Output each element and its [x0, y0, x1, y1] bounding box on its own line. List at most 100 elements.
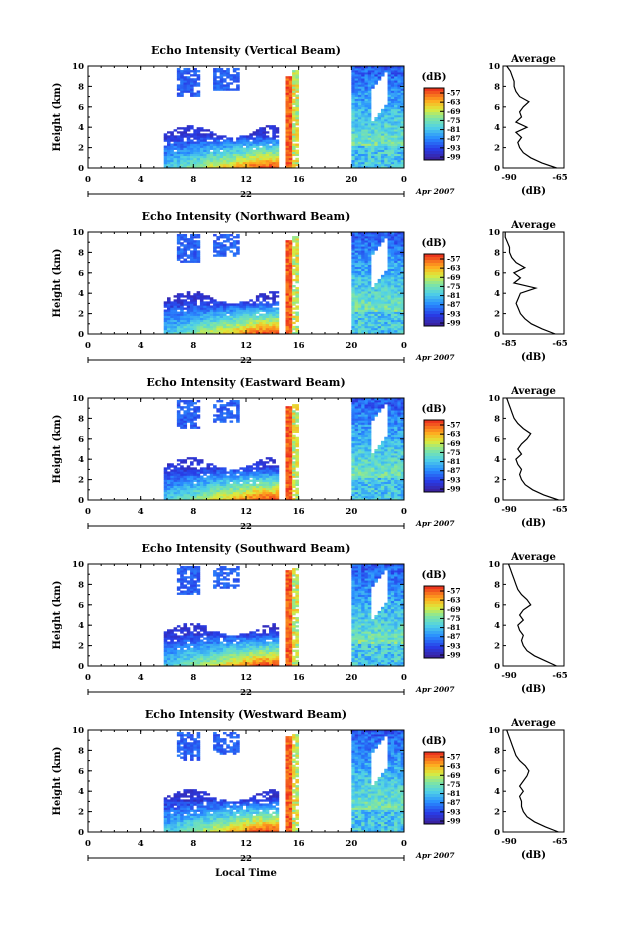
- heatmap-cell: [229, 491, 234, 495]
- heatmap-cell: [295, 266, 299, 270]
- heatmap-cell: [285, 137, 290, 140]
- heatmap-cell: [285, 483, 290, 487]
- heatmap-cell: [387, 489, 392, 493]
- heatmap-cell: [288, 102, 293, 106]
- heatmap-cell: [259, 315, 263, 318]
- heatmap-cell: [183, 491, 188, 495]
- heatmap-cell: [351, 234, 355, 237]
- heatmap-cell: [213, 159, 217, 163]
- heatmap-cell: [249, 327, 253, 331]
- heatmap-cell: [390, 234, 395, 237]
- heatmap-cell: [390, 151, 395, 155]
- heatmap-cell: [203, 497, 207, 501]
- heatmap-cell: [371, 287, 375, 290]
- heatmap-cell: [203, 309, 207, 312]
- heatmap-cell: [186, 260, 191, 263]
- heatmap-cell: [216, 155, 220, 159]
- heatmap-cell: [255, 477, 260, 480]
- heatmap-cell: [387, 278, 392, 282]
- heatmap-cell: [176, 483, 181, 487]
- heatmap-cell: [364, 141, 369, 144]
- heatmap-cell: [173, 145, 178, 148]
- heatmap-cell: [357, 108, 362, 112]
- heatmap-cell: [219, 72, 224, 75]
- heatmap-cell: [193, 147, 197, 150]
- heatmap-cell: [226, 153, 230, 157]
- heatmap-cell: [203, 313, 207, 316]
- heatmap-cell: [351, 141, 355, 144]
- heatmap-cell: [364, 473, 369, 476]
- heatmap-cell: [183, 258, 188, 261]
- heatmap-cell: [354, 112, 359, 116]
- heatmap-cell: [239, 155, 244, 159]
- heatmap-cell: [206, 129, 211, 132]
- heatmap-cell: [186, 321, 191, 325]
- heatmap-cell: [196, 469, 201, 472]
- heatmap-cell: [295, 461, 299, 464]
- heatmap-cell: [180, 422, 184, 425]
- heatmap-cell: [288, 289, 293, 292]
- heatmap-cell: [361, 319, 365, 323]
- heatmap-cell: [242, 137, 247, 140]
- heatmap-cell: [265, 315, 270, 318]
- heatmap-cell: [361, 400, 365, 403]
- heatmap-cell: [387, 96, 392, 99]
- heatmap-cell: [288, 272, 293, 276]
- heatmap-cell: [186, 412, 191, 415]
- heatmap-cell: [222, 301, 227, 304]
- heatmap-cell: [226, 305, 230, 308]
- heatmap-cell: [259, 127, 263, 130]
- heatmap-cell: [374, 305, 378, 308]
- heatmap-cell: [400, 147, 405, 150]
- heatmap-cell: [222, 153, 227, 157]
- heatmap-cell: [236, 410, 240, 413]
- heatmap-cell: [190, 412, 194, 415]
- heatmap-cell: [183, 127, 188, 130]
- heatmap-cell: [262, 313, 267, 316]
- heatmap-cell: [400, 141, 405, 144]
- heatmap-cell: [377, 238, 382, 241]
- heatmap-cell: [285, 264, 290, 267]
- heatmap-cell: [380, 305, 385, 308]
- heatmap-cell: [351, 432, 355, 436]
- heatmap-cell: [295, 272, 299, 276]
- heatmap-cell: [249, 311, 253, 314]
- heatmap-cell: [203, 329, 207, 333]
- heatmap-cell: [387, 133, 392, 136]
- heatmap-cell: [371, 165, 375, 169]
- heatmap-cell: [176, 161, 181, 165]
- heatmap-cell: [354, 242, 359, 245]
- heatmap-cell: [377, 483, 382, 487]
- heatmap-cell: [252, 489, 257, 493]
- y-tick-label: 6: [78, 269, 84, 279]
- heatmap-cell: [374, 72, 378, 75]
- heatmap-cell: [394, 272, 398, 276]
- heatmap-cell: [387, 491, 392, 495]
- heatmap-cell: [285, 157, 290, 161]
- heatmap-cell: [209, 133, 214, 136]
- heatmap-cell: [357, 307, 362, 310]
- heatmap-cell: [190, 238, 194, 241]
- heatmap-cell: [216, 250, 220, 253]
- heatmap-cell: [374, 153, 378, 157]
- heatmap-cell: [371, 497, 375, 501]
- heatmap-cell: [213, 143, 217, 146]
- heatmap-cell: [397, 163, 402, 167]
- heatmap-cell: [176, 78, 181, 81]
- heatmap-cell: [226, 143, 230, 146]
- heatmap-cell: [180, 242, 184, 245]
- heatmap-cell: [219, 400, 224, 403]
- heatmap-cell: [384, 438, 388, 442]
- heatmap-cell: [367, 329, 372, 333]
- heatmap-cell: [236, 483, 240, 487]
- heatmap-cell: [400, 100, 405, 104]
- heatmap-cell: [219, 410, 224, 413]
- heatmap-cell: [265, 165, 270, 169]
- heatmap-cell: [272, 465, 276, 468]
- heatmap-cell: [367, 331, 372, 335]
- heatmap-cell: [292, 149, 296, 152]
- heatmap-cell: [213, 481, 217, 484]
- x-tick-label: 8: [190, 175, 196, 185]
- heatmap-cell: [367, 424, 372, 427]
- heatmap-cell: [377, 153, 382, 157]
